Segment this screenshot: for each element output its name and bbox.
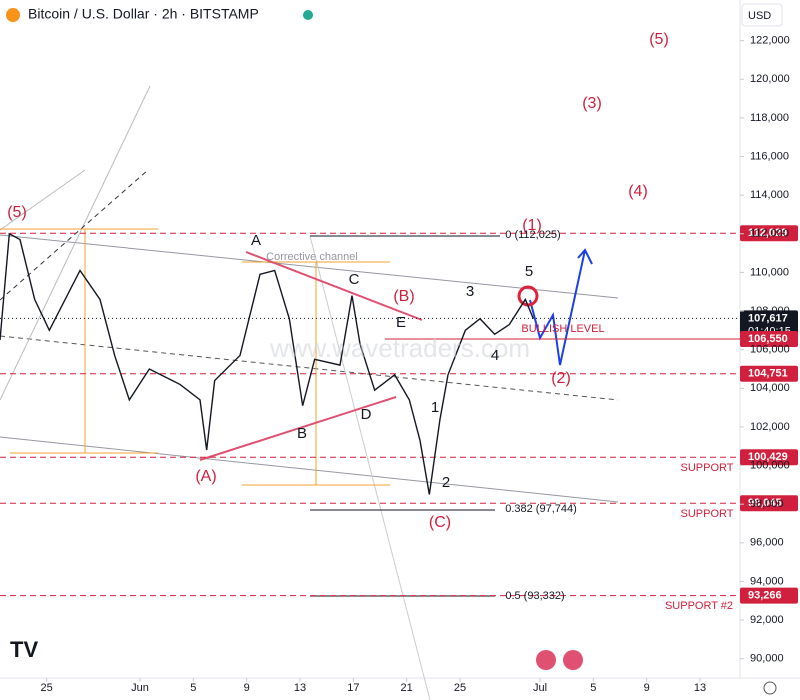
annotation: 3 <box>466 283 474 300</box>
axes: 90,000 92,000 94,000 96,000 98,000 100,000 102… <box>41 35 790 694</box>
chart-title: Bitcoin / U.S. Dollar · 2h · BITSTAMP <box>28 6 259 22</box>
annotation: 0.382 (97,744) <box>505 503 577 515</box>
event-icon <box>563 650 583 670</box>
status-dot <box>303 10 313 20</box>
annotation: B <box>297 425 307 442</box>
annotation: (5) <box>7 204 27 221</box>
annotation: E <box>396 314 406 331</box>
price-tag <box>740 225 798 242</box>
annotation: (1) <box>522 217 542 234</box>
currency[interactable]: USD <box>748 10 771 22</box>
price-tag-label: 106,550 <box>748 333 788 345</box>
y-tick-label: 94,000 <box>750 575 784 587</box>
btc-icon <box>6 8 20 22</box>
y-tick-label: 112,000 <box>750 228 789 240</box>
annotation: SUPPORT #2 <box>665 600 733 612</box>
price-tag <box>740 495 798 512</box>
y-tick-label: 120,000 <box>750 73 790 85</box>
annotation: 5 <box>525 263 533 280</box>
x-tick-label: 17 <box>347 682 359 694</box>
y-tick-label: 100,000 <box>750 459 790 471</box>
y-tick-label: 98,000 <box>750 498 784 510</box>
annotation: (A) <box>195 468 216 485</box>
x-tick-label: 25 <box>454 682 466 694</box>
y-tick-label: 90,000 <box>750 653 784 665</box>
annotation: Corrective channel <box>266 251 358 263</box>
annotation: (5) <box>649 31 669 48</box>
projection-arrow <box>577 248 593 265</box>
y-tick-label: 104,000 <box>750 382 790 394</box>
diagonal-line <box>309 235 431 700</box>
price-tag <box>740 331 798 348</box>
y-tick-label: 96,000 <box>750 537 784 549</box>
annotation: 0 (112,025) <box>505 229 560 241</box>
annotation: 4 <box>491 347 499 364</box>
levels: 112,029107,61701:40:15106,550104,751100,… <box>0 225 798 604</box>
price-tag <box>740 587 798 604</box>
x-tick-label: 5 <box>590 682 596 694</box>
x-tick-label: 5 <box>190 682 196 694</box>
projection <box>529 249 586 366</box>
y-tick-label: 110,000 <box>750 266 789 278</box>
price-tag-label: 107,617 <box>748 312 788 324</box>
logo: TV <box>10 637 38 662</box>
annotation: (C) <box>429 514 451 531</box>
currency-button[interactable] <box>741 3 783 27</box>
x-tick-label: Jun <box>131 682 149 694</box>
annotation: (B) <box>393 288 414 305</box>
annotation: SUPPORT <box>681 462 734 474</box>
price-tag-label: 112,029 <box>748 227 787 239</box>
y-tick-label: 106,000 <box>750 344 790 356</box>
annotation: BULLISH LEVEL <box>521 323 604 335</box>
drawings <box>0 85 619 700</box>
x-tick-label: 13 <box>694 682 706 694</box>
settings-icon[interactable] <box>763 681 777 695</box>
y-tick-label: 102,000 <box>750 421 790 433</box>
annotation: C <box>349 271 360 288</box>
annotation: 1 <box>431 399 439 416</box>
channel-bottom <box>0 436 619 503</box>
x-tick-label: 25 <box>41 682 53 694</box>
annotation: (4) <box>628 183 648 200</box>
watermark: www.wavetraders.com <box>269 333 530 363</box>
annotation: 2 <box>442 474 450 491</box>
y-tick-label: 118,000 <box>750 112 789 124</box>
x-tick-label: 13 <box>294 682 306 694</box>
x-tick-label: 21 <box>401 682 413 694</box>
annotation: SUPPORT <box>681 508 734 520</box>
price-tag-label: 100,429 <box>748 451 788 463</box>
price-tag-label: 98,045 <box>748 497 782 509</box>
annotation: A <box>251 232 261 249</box>
channel-dashed <box>0 169 149 301</box>
price-tag-label: 93,266 <box>748 590 782 602</box>
x-tick-label: Jul <box>533 682 547 694</box>
event-icon <box>536 650 556 670</box>
annotation: (2) <box>551 370 571 387</box>
y-tick-label: 92,000 <box>750 614 784 626</box>
x-tick-label: 9 <box>244 682 250 694</box>
price-tag <box>740 449 798 466</box>
annotation: 0.5 (93,332) <box>505 590 564 602</box>
annotations: (5) A Corrective channel C (B) E 3 (1) 5 BULLISH … <box>7 31 734 612</box>
annotation: D <box>361 406 372 423</box>
y-tick-label: 114,000 <box>750 189 789 201</box>
price-line <box>0 232 534 495</box>
x-tick-label: 9 <box>644 682 650 694</box>
annotation: (3) <box>582 95 602 112</box>
channel-mid <box>0 335 619 401</box>
y-tick-label: 116,000 <box>750 150 789 162</box>
channel-line <box>0 169 86 231</box>
triangle-line <box>199 396 397 461</box>
channel-line <box>0 85 151 401</box>
plot <box>0 232 534 495</box>
channel-top <box>0 234 619 299</box>
price-tag <box>740 365 798 382</box>
y-tick-label: 122,000 <box>750 35 790 47</box>
y-tick-label: 108,000 <box>750 305 790 317</box>
triangle-line <box>245 251 423 321</box>
price-tag-label: 104,751 <box>748 368 788 380</box>
